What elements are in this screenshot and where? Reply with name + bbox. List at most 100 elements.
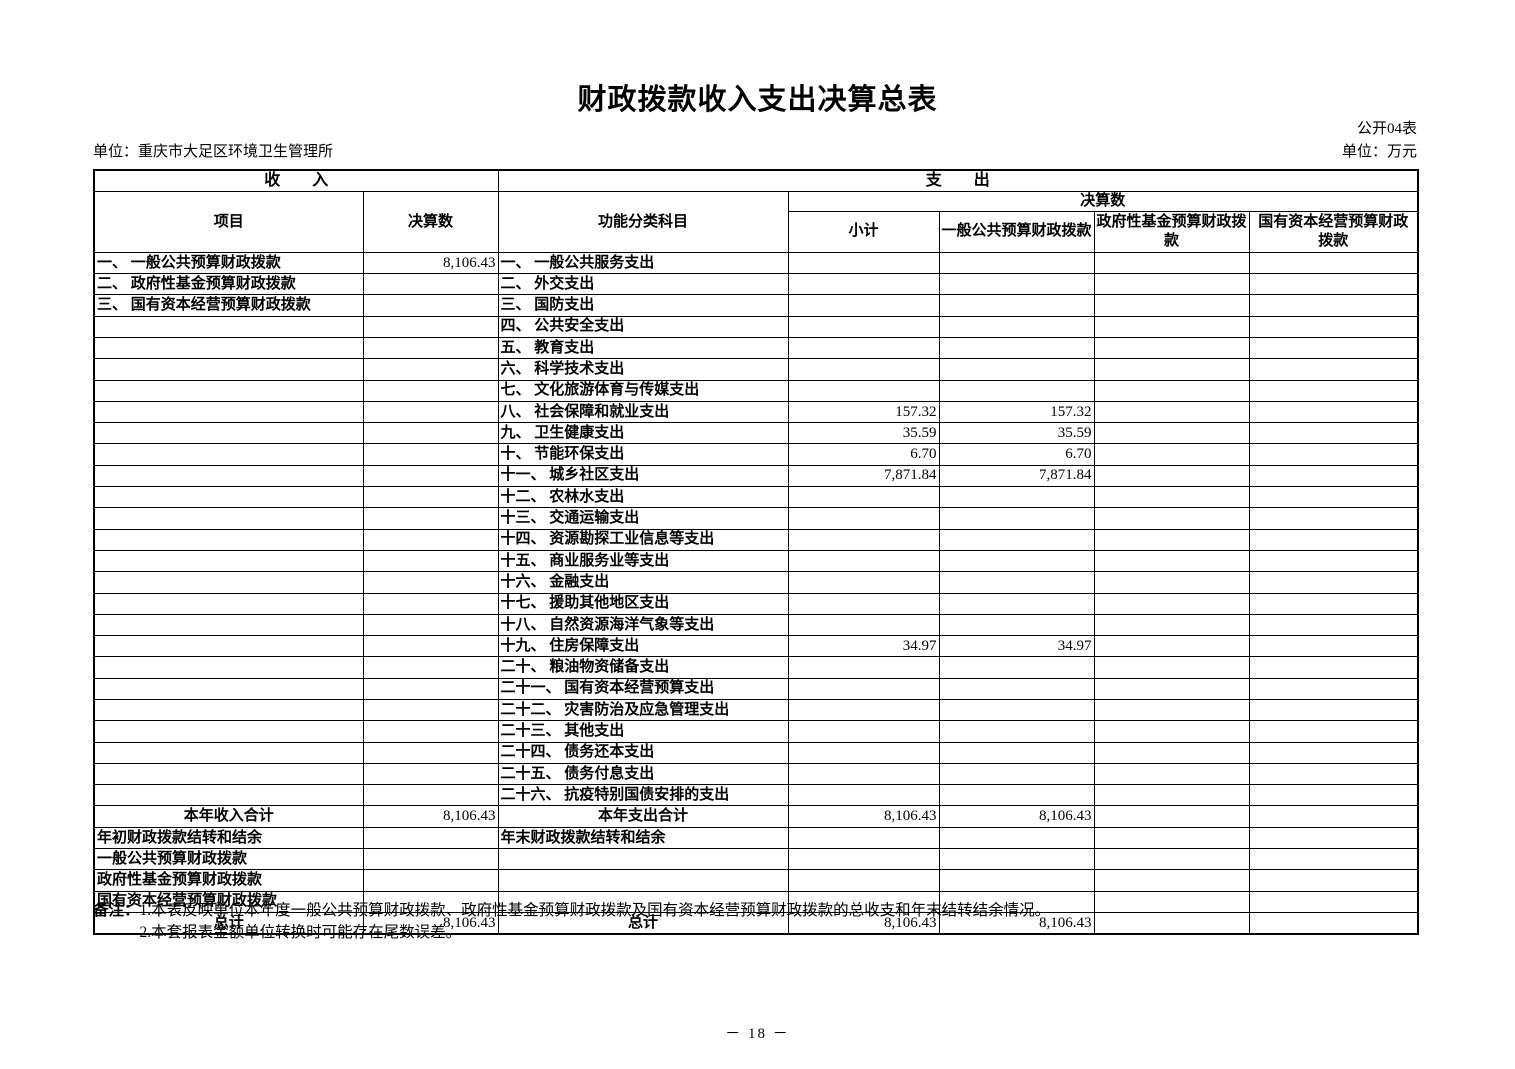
unit-currency-label: 单位：万元 xyxy=(1341,144,1417,160)
income-item-cell xyxy=(93,784,364,807)
income-value-cell xyxy=(362,869,499,892)
col-header-exp-value-group: 决算数 xyxy=(787,191,1419,212)
income-value-cell xyxy=(362,762,499,786)
exp-general-budget-cell: 6.70 xyxy=(938,443,1095,466)
exp-gov-fund-cell xyxy=(1093,379,1250,402)
income-item-cell xyxy=(93,677,364,700)
table-row: 十七、 援助其他地区支出 xyxy=(93,592,1419,615)
table-code-label: 公开04表 xyxy=(1356,121,1417,137)
col-header-functional-category: 功能分类科目 xyxy=(497,191,789,253)
note-line-1: 1.本表反映单位本年度一般公共预算财政拨款、政府性基金预算财政拨款及国有资本经营… xyxy=(139,902,1051,919)
table-row: 一般公共预算财政拨款 xyxy=(93,848,1419,871)
exp-state-capital-cell xyxy=(1248,635,1419,658)
exp-general-budget-cell xyxy=(938,848,1095,871)
exp-subtotal-cell xyxy=(787,762,940,786)
exp-subtotal-cell xyxy=(787,251,940,275)
table-row: 二、 政府性基金预算财政拨款 二、 外交支出 xyxy=(93,273,1419,296)
income-item-cell xyxy=(93,379,364,402)
exp-item-cell: 九、 卫生健康支出 xyxy=(497,422,789,445)
exp-subtotal-cell xyxy=(787,869,940,892)
exp-general-budget-cell xyxy=(938,486,1095,509)
table-row: 总计 8,106.43 总计 8,106.43 8,106.43 xyxy=(93,911,1419,935)
header-subgroup-row: 项目 决算数 功能分类科目 决算数 xyxy=(93,191,1419,253)
income-item-cell xyxy=(93,422,364,445)
exp-item-cell: 十三、 交通运输支出 xyxy=(497,507,789,530)
income-item-cell xyxy=(93,507,364,530)
income-item-cell xyxy=(93,720,364,743)
income-value-cell xyxy=(362,379,499,402)
income-value-cell xyxy=(362,315,499,338)
exp-gov-fund-cell xyxy=(1093,486,1250,509)
income-value-cell xyxy=(362,358,499,381)
table-row: 十五、 商业服务业等支出 xyxy=(93,549,1419,573)
exp-gov-fund-cell xyxy=(1093,784,1250,807)
fiscal-appropriation-table: 收 入 支 出 项目 决算数 功能分类科目 决算数 小计 一般公共预算财政拨款 … xyxy=(93,169,1420,936)
exp-subtotal-cell xyxy=(787,379,940,402)
table-row: 四、 公共安全支出 xyxy=(93,315,1419,338)
exp-subtotal-cell: 157.32 xyxy=(787,400,940,424)
income-value-cell xyxy=(362,826,499,850)
exp-gov-fund-cell xyxy=(1093,251,1250,275)
table-row: 七、 文化旅游体育与传媒支出 xyxy=(93,379,1419,402)
exp-subtotal-cell xyxy=(787,315,940,338)
exp-general-budget-cell xyxy=(938,741,1095,764)
table-body: 一、 一般公共预算财政拨款 8,106.43 一、 一般公共服务支出 二、 政府性基金… xyxy=(93,251,1419,935)
exp-general-budget-cell: 8,106.43 xyxy=(938,805,1095,828)
exp-state-capital-cell xyxy=(1248,571,1419,594)
exp-gov-fund-cell xyxy=(1093,848,1250,871)
exp-subtotal-cell xyxy=(787,507,940,530)
exp-gov-fund-cell xyxy=(1093,336,1250,360)
exp-subtotal-cell xyxy=(787,358,940,381)
exp-general-budget-cell xyxy=(938,294,1095,317)
exp-state-capital-cell xyxy=(1248,805,1419,828)
exp-item-cell: 二十三、 其他支出 xyxy=(497,720,789,743)
exp-state-capital-cell xyxy=(1248,251,1419,275)
exp-item-cell: 二十六、 抗疫特别国债安排的支出 xyxy=(497,784,789,807)
table-row: 政府性基金预算财政拨款 xyxy=(93,869,1419,892)
exp-item-cell: 年末财政拨款结转和结余 xyxy=(497,826,789,850)
table-row: 十六、 金融支出 xyxy=(93,571,1419,594)
exp-general-budget-cell xyxy=(938,656,1095,679)
income-item-cell xyxy=(93,571,364,594)
exp-item-cell: 十五、 商业服务业等支出 xyxy=(497,549,789,573)
exp-subtotal-cell xyxy=(787,273,940,296)
exp-item-cell: 二十五、 债务付息支出 xyxy=(497,762,789,786)
col-header-income-item: 项目 xyxy=(93,191,364,253)
table-row: 二十六、 抗疫特别国债安排的支出 xyxy=(93,784,1419,807)
exp-gov-fund-cell xyxy=(1093,741,1250,764)
exp-gov-fund-cell xyxy=(1093,762,1250,786)
exp-general-budget-cell xyxy=(938,592,1095,615)
exp-state-capital-cell xyxy=(1248,273,1419,296)
col-header-state-capital-budget: 国有资本经营预算财政拨款 xyxy=(1248,210,1419,253)
page-number: － 18 － xyxy=(725,1026,790,1042)
exp-gov-fund-cell xyxy=(1093,826,1250,850)
income-item-cell xyxy=(93,592,364,615)
exp-general-budget-cell xyxy=(938,613,1095,637)
income-item-cell: 年初财政拨款结转和结余 xyxy=(93,826,364,850)
exp-general-budget-cell xyxy=(938,528,1095,551)
notes-block: 备注： 1.本表反映单位本年度一般公共预算财政拨款、政府性基金预算财政拨款及国有… xyxy=(93,900,1423,944)
col-header-general-public-budget: 一般公共预算财政拨款 xyxy=(938,210,1095,253)
exp-subtotal-cell xyxy=(787,784,940,807)
income-item-cell: 政府性基金预算财政拨款 xyxy=(93,869,364,892)
exp-gov-fund-cell xyxy=(1093,592,1250,615)
exp-subtotal-cell: 8,106.43 xyxy=(787,911,940,935)
table-row: 二十一、 国有资本经营预算支出 xyxy=(93,677,1419,700)
exp-general-budget-cell xyxy=(938,507,1095,530)
exp-gov-fund-cell xyxy=(1093,507,1250,530)
exp-general-budget-cell xyxy=(938,549,1095,573)
exp-subtotal-cell xyxy=(787,571,940,594)
income-value-cell xyxy=(362,422,499,445)
exp-state-capital-cell xyxy=(1248,741,1419,764)
income-value-cell xyxy=(362,720,499,743)
table-row: 十二、 农林水支出 xyxy=(93,486,1419,509)
income-value-cell xyxy=(362,273,499,296)
income-item-cell xyxy=(93,741,364,764)
exp-gov-fund-cell xyxy=(1093,443,1250,466)
exp-subtotal-cell: 8,106.43 xyxy=(787,805,940,828)
exp-item-cell: 二十二、 灾害防治及应急管理支出 xyxy=(497,698,789,722)
income-value-cell xyxy=(362,528,499,551)
exp-gov-fund-cell xyxy=(1093,400,1250,424)
exp-item-cell: 本年支出合计 xyxy=(497,805,789,828)
